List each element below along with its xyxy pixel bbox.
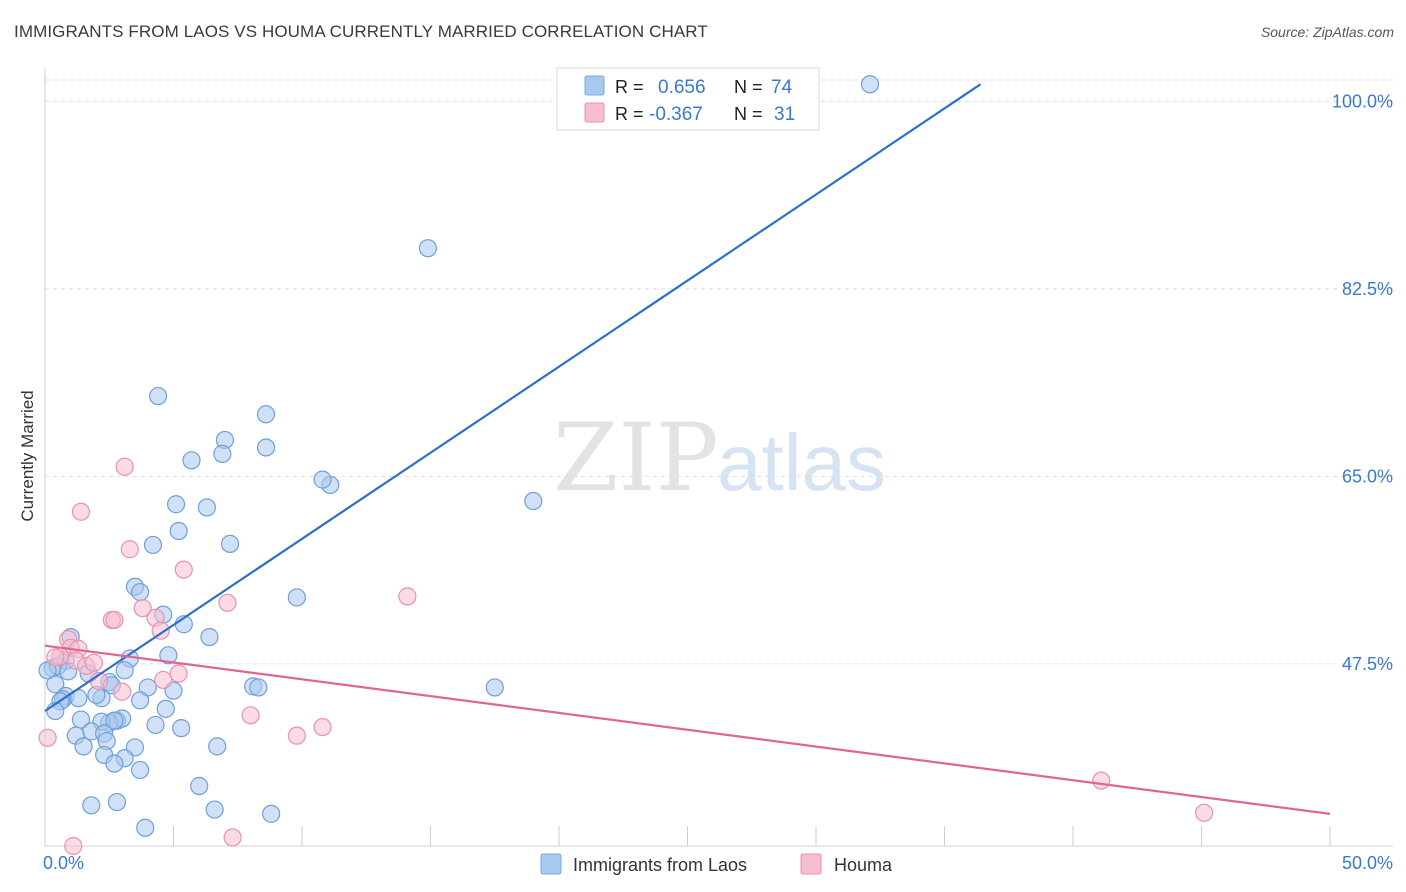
point-houma-1 bbox=[71, 502, 91, 521]
point-laos-59 bbox=[74, 737, 93, 756]
point-laos-12 bbox=[197, 498, 217, 517]
point-laos-2 bbox=[524, 491, 543, 511]
point-houma-3 bbox=[174, 560, 193, 579]
point-laos-1 bbox=[418, 239, 438, 258]
point-laos-29 bbox=[115, 661, 134, 680]
x-tick-labels: 0.0% 50.0% bbox=[43, 853, 1393, 873]
point-houma-4 bbox=[398, 587, 417, 606]
stats-r-value-laos: 0.656 bbox=[658, 77, 706, 98]
point-houma-28 bbox=[1194, 803, 1214, 822]
point-laos-0 bbox=[860, 75, 880, 94]
point-laos-52 bbox=[105, 711, 124, 730]
stats-legend: R = 0.656 N = 74 R = -0.367 N = 31 bbox=[556, 67, 820, 131]
point-houma-19 bbox=[169, 664, 188, 683]
point-houma-6 bbox=[133, 599, 152, 618]
stats-n-label-houma: N = bbox=[734, 104, 763, 124]
point-laos-53 bbox=[146, 715, 165, 735]
point-houma-23 bbox=[241, 706, 260, 725]
y-tick-label-1: 65.0% bbox=[1342, 466, 1393, 486]
watermark-atlas: atlas bbox=[717, 418, 886, 507]
point-laos-61 bbox=[208, 737, 227, 756]
legend-label-laos[interactable]: Immigrants from Laos bbox=[573, 855, 747, 875]
y-tick-labels: 47.5% 65.0% 82.5% 100.0% bbox=[1332, 91, 1393, 673]
point-laos-10 bbox=[313, 470, 332, 489]
point-houma-24 bbox=[313, 717, 332, 737]
point-laos-71 bbox=[136, 818, 155, 837]
trend-lines bbox=[44, 83, 1331, 815]
point-laos-33 bbox=[46, 675, 65, 694]
point-houma-22 bbox=[112, 682, 132, 701]
point-laos-38 bbox=[485, 678, 504, 697]
point-houma-2 bbox=[120, 540, 139, 559]
point-laos-8 bbox=[182, 451, 201, 470]
y-axis-label: Currently Married bbox=[18, 390, 37, 521]
point-houma-10 bbox=[151, 621, 170, 640]
point-laos-64 bbox=[105, 754, 124, 773]
chart-title: IMMIGRANTS FROM LAOS VS HOUMA CURRENTLY … bbox=[14, 22, 708, 41]
stats-swatch-houma bbox=[584, 102, 605, 123]
point-laos-69 bbox=[205, 800, 224, 819]
point-houma-5 bbox=[218, 593, 237, 612]
x-tick-label-0: 0.0% bbox=[43, 853, 84, 873]
stats-swatch-laos bbox=[584, 75, 605, 96]
point-laos-5 bbox=[256, 438, 276, 457]
axes bbox=[44, 68, 1393, 847]
point-laos-68 bbox=[82, 796, 101, 815]
point-laos-17 bbox=[130, 582, 150, 602]
stats-n-value-houma: 31 bbox=[774, 104, 795, 125]
point-laos-18 bbox=[287, 588, 306, 607]
point-laos-65 bbox=[130, 760, 150, 780]
point-houma-26 bbox=[38, 728, 57, 747]
point-houma-9 bbox=[105, 610, 124, 630]
point-houma-18 bbox=[84, 653, 103, 672]
y-tick-label-3: 100.0% bbox=[1332, 91, 1393, 111]
point-houma-15 bbox=[46, 648, 65, 667]
x-tick-label-1: 50.0% bbox=[1342, 853, 1393, 873]
point-laos-3 bbox=[148, 386, 168, 406]
legend-swatch-laos[interactable] bbox=[540, 853, 562, 875]
point-laos-7 bbox=[213, 444, 232, 463]
watermark-zip: ZIP bbox=[553, 404, 719, 513]
point-laos-54 bbox=[172, 719, 191, 738]
point-laos-15 bbox=[220, 534, 240, 553]
point-laos-13 bbox=[169, 521, 188, 541]
trend-line-laos bbox=[44, 83, 982, 712]
stats-n-value-laos: 74 bbox=[771, 77, 793, 98]
series-legend: Immigrants from Laos Houma bbox=[540, 853, 893, 875]
point-houma-25 bbox=[287, 726, 306, 745]
y-tick-label-2: 82.5% bbox=[1342, 279, 1393, 299]
stats-n-label-laos: N = bbox=[734, 77, 763, 97]
point-laos-37 bbox=[249, 678, 268, 697]
point-laos-14 bbox=[143, 535, 163, 555]
trend-line-houma bbox=[44, 644, 1331, 815]
point-laos-4 bbox=[256, 405, 276, 424]
x-ticks bbox=[44, 826, 1331, 846]
point-laos-11 bbox=[166, 495, 186, 514]
y-tick-label-0: 47.5% bbox=[1342, 654, 1393, 674]
point-laos-47 bbox=[71, 710, 91, 729]
point-laos-45 bbox=[156, 699, 175, 718]
point-houma-29 bbox=[223, 828, 242, 847]
point-laos-21 bbox=[200, 627, 219, 647]
point-laos-44 bbox=[130, 691, 150, 710]
stats-r-label-houma: R = bbox=[615, 104, 644, 124]
legend-label-houma[interactable]: Houma bbox=[834, 855, 893, 875]
point-houma-30 bbox=[64, 836, 83, 856]
point-houma-27 bbox=[1092, 771, 1111, 790]
legend-swatch-houma[interactable] bbox=[800, 853, 822, 875]
point-laos-70 bbox=[262, 804, 281, 823]
point-laos-66 bbox=[190, 776, 209, 796]
point-houma-20 bbox=[154, 670, 173, 690]
stats-r-value-houma: -0.367 bbox=[649, 104, 703, 125]
point-laos-67 bbox=[107, 792, 127, 812]
source-credit: Source: ZipAtlas.com bbox=[1260, 24, 1394, 40]
stats-r-label-laos: R = bbox=[615, 77, 644, 97]
point-laos-24 bbox=[159, 646, 178, 665]
point-houma-0 bbox=[115, 457, 134, 476]
